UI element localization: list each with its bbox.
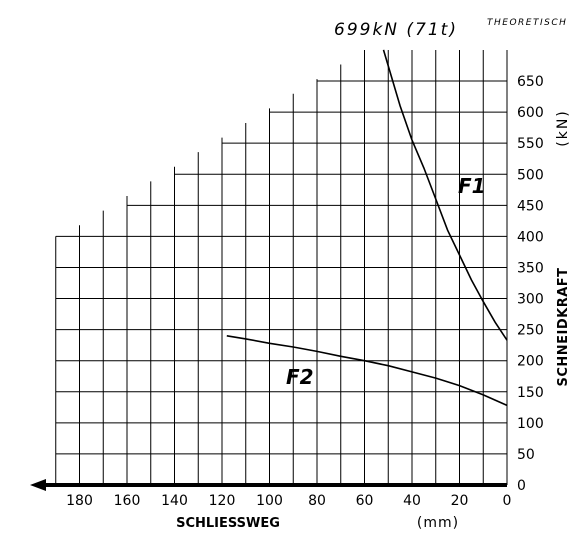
x-tick-label: 120 [209,493,236,509]
y-tick-labels: 0 50 100 150 200 250 300 350 400 450 500 550 600 650 [517,74,544,494]
x-tick-label: 40 [403,493,421,509]
x-tick-label: 160 [114,493,141,509]
y-tick-label: 450 [517,198,544,214]
x-tick-label: 180 [66,493,93,509]
y-tick-label: 350 [517,260,544,276]
series-group [226,49,508,407]
x-axis-label: SCHLIESSWEG [176,516,280,531]
y-tick-label: 600 [517,105,544,121]
grid [55,49,508,485]
y-tick-label: 0 [517,478,526,494]
y-tick-label: 150 [517,385,544,401]
y-tick-label: 50 [517,447,535,463]
x-tick-labels: 0 20 40 60 80 100 120 140 160 180 [66,493,511,509]
y-tick-label: 250 [517,323,544,339]
y-axis-label: SCHNEIDKRAFT [556,267,571,386]
x-tick-label: 60 [356,493,374,509]
series-label-f2: F2 [286,365,314,389]
y-tick-label: 500 [517,167,544,183]
x-tick-label: 20 [451,493,469,509]
theoretical-annotation: THEORETISCH [487,18,567,28]
y-tick-label: 100 [517,416,544,432]
series-line-f1 [382,49,508,341]
capacity-annotation: 699kN (71t) [334,20,458,40]
y-tick-label: 300 [517,292,544,308]
y-tick-label: 650 [517,74,544,90]
series-label-f1: F1 [458,174,486,198]
x-tick-label: 100 [256,493,283,509]
x-tick-label: 0 [503,493,512,509]
x-tick-label: 80 [308,493,326,509]
x-axis-arrow-head [30,479,46,491]
series-line-f2 [226,335,508,407]
y-tick-label: 550 [517,136,544,152]
y-axis-unit: (kN) [555,109,571,147]
y-tick-label: 200 [517,354,544,370]
x-tick-label: 140 [161,493,188,509]
x-axis-unit: (mm) [417,515,459,531]
y-tick-label: 400 [517,229,544,245]
